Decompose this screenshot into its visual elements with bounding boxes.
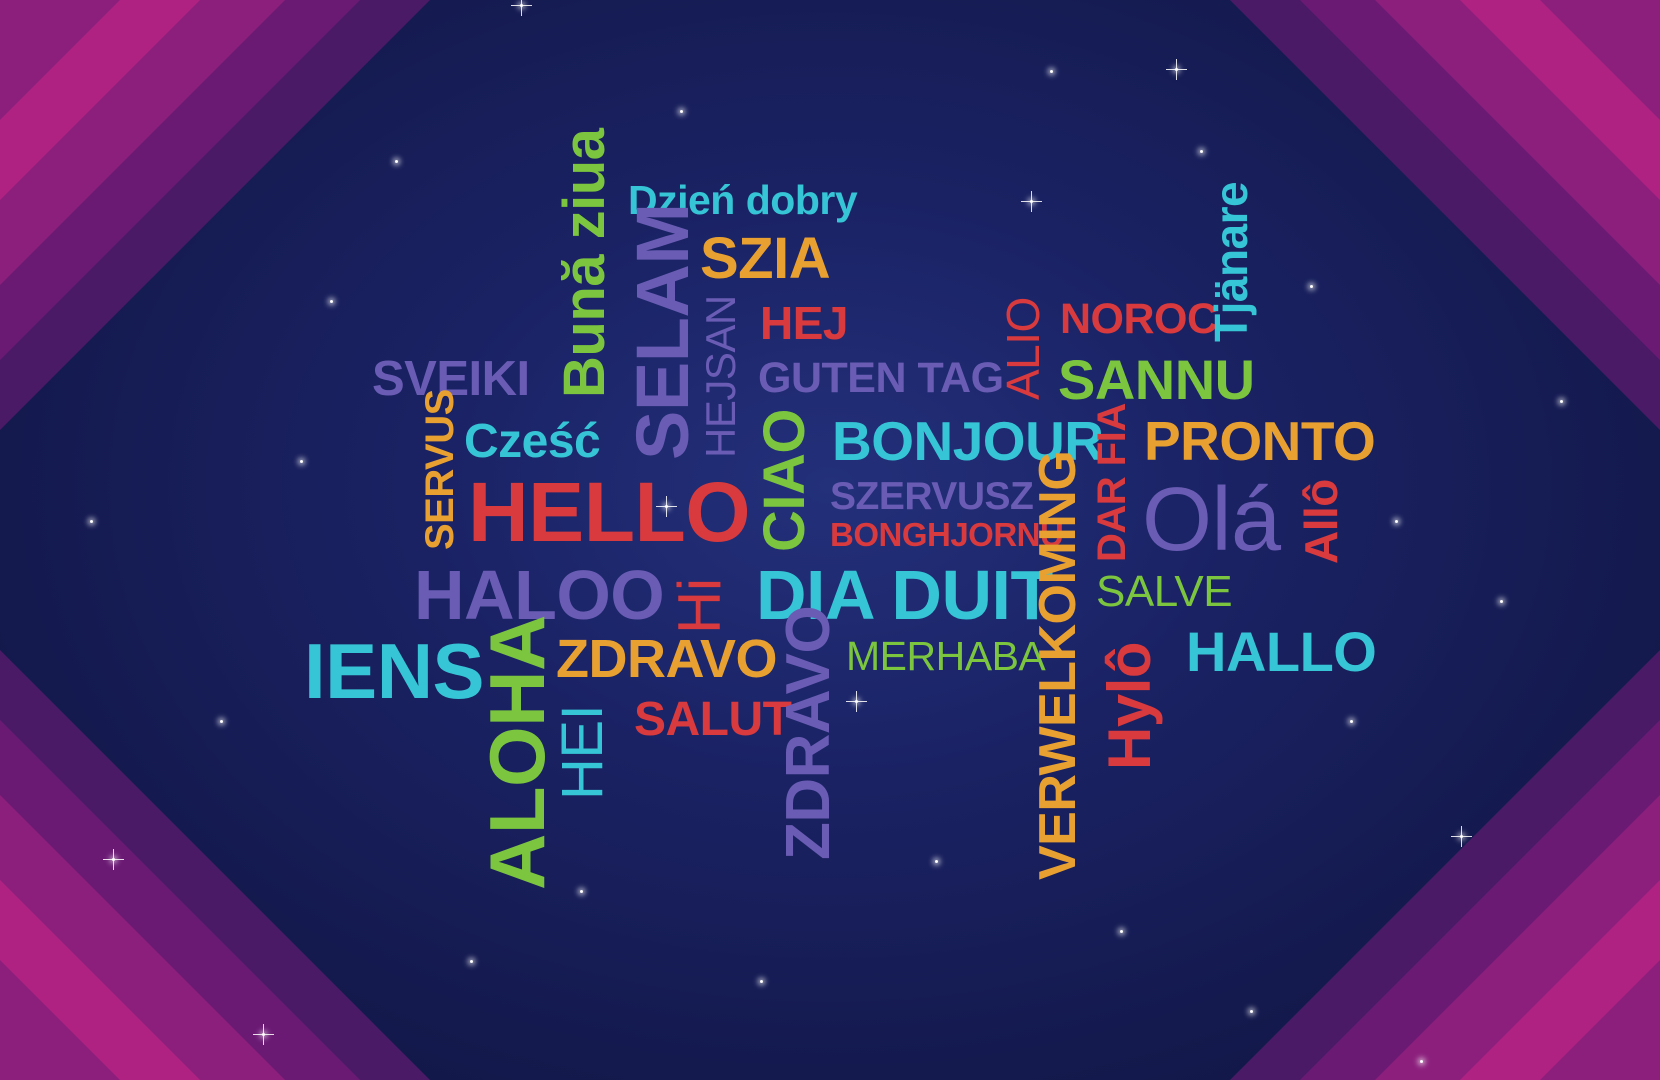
star xyxy=(1420,1060,1423,1063)
word-szervusz: SZERVUSZ xyxy=(830,475,1034,518)
word-szia: SZIA xyxy=(700,226,831,291)
star xyxy=(103,849,124,870)
word-ciao: CIAO xyxy=(752,409,817,552)
word-salut: SALUT xyxy=(634,693,792,746)
star xyxy=(1350,720,1353,723)
word-iens: IENS xyxy=(304,627,485,715)
word-salve: SALVE xyxy=(1096,567,1233,616)
word-pronto: PRONTO xyxy=(1144,410,1376,472)
star xyxy=(1560,400,1563,403)
word-aloha: ALOHA xyxy=(473,615,561,890)
word-hello: HELLO xyxy=(468,465,751,559)
star xyxy=(470,960,473,963)
word-sannu: SANNU xyxy=(1058,348,1255,411)
word-hej: HEJ xyxy=(760,297,848,349)
word-merhaba: MERHABA xyxy=(846,633,1046,679)
word-selam: SELAM xyxy=(621,203,704,461)
star xyxy=(1500,600,1503,603)
word-bonghjornu: BONGHJORNU xyxy=(830,516,1064,553)
word-dia-duit: DIA DUIT xyxy=(756,556,1053,634)
word-zdravo-vertical: ZDRAVO xyxy=(774,605,843,860)
word-hejsan: HEJSAN xyxy=(697,295,744,458)
star xyxy=(1166,59,1187,80)
word-hei: HEI xyxy=(550,704,615,800)
star xyxy=(90,520,93,523)
word-ola: Olá xyxy=(1142,470,1281,570)
word-hallo: HALLO xyxy=(1186,620,1377,683)
word-servus: SERVUS xyxy=(418,389,462,550)
star xyxy=(1050,70,1053,73)
word-czesc: Cześć xyxy=(464,415,601,468)
word-bonjour: BONJOUR xyxy=(832,410,1104,472)
star xyxy=(580,890,583,893)
word-alio: ALIO xyxy=(997,297,1049,400)
word-hylo: Hylô xyxy=(1096,641,1163,770)
star xyxy=(395,160,398,163)
star xyxy=(1021,191,1042,212)
word-buna-ziua: Bună ziua xyxy=(552,128,617,398)
star xyxy=(300,460,303,463)
star xyxy=(680,110,683,113)
word-hi: Hi xyxy=(666,578,733,634)
star xyxy=(511,0,532,16)
star xyxy=(935,860,938,863)
word-tjanare: Tjänare xyxy=(1205,181,1257,342)
word-sveiki: SVEIKI xyxy=(372,352,530,406)
star xyxy=(846,691,867,712)
star xyxy=(253,1024,274,1045)
word-dzien-dobry: Dzień dobry xyxy=(628,177,858,223)
star xyxy=(1395,520,1398,523)
word-guten-tag: GUTEN TAG xyxy=(758,354,1004,402)
star xyxy=(1451,826,1472,847)
star xyxy=(760,980,763,983)
star xyxy=(330,300,333,303)
word-verwelkoming: VERWELKOMING xyxy=(1029,450,1087,880)
word-dar-fia: DAR FIA xyxy=(1090,403,1134,562)
word-zdravo-horizontal: ZDRAVO xyxy=(556,629,778,689)
star xyxy=(220,720,223,723)
word-noroc: NOROC xyxy=(1060,295,1218,343)
star xyxy=(656,496,677,517)
star xyxy=(1120,930,1123,933)
star xyxy=(1200,150,1203,153)
star xyxy=(1250,1010,1253,1013)
word-haloo: HALOO xyxy=(414,556,665,634)
word-allo: Allô xyxy=(1295,479,1347,564)
star xyxy=(1310,285,1313,288)
